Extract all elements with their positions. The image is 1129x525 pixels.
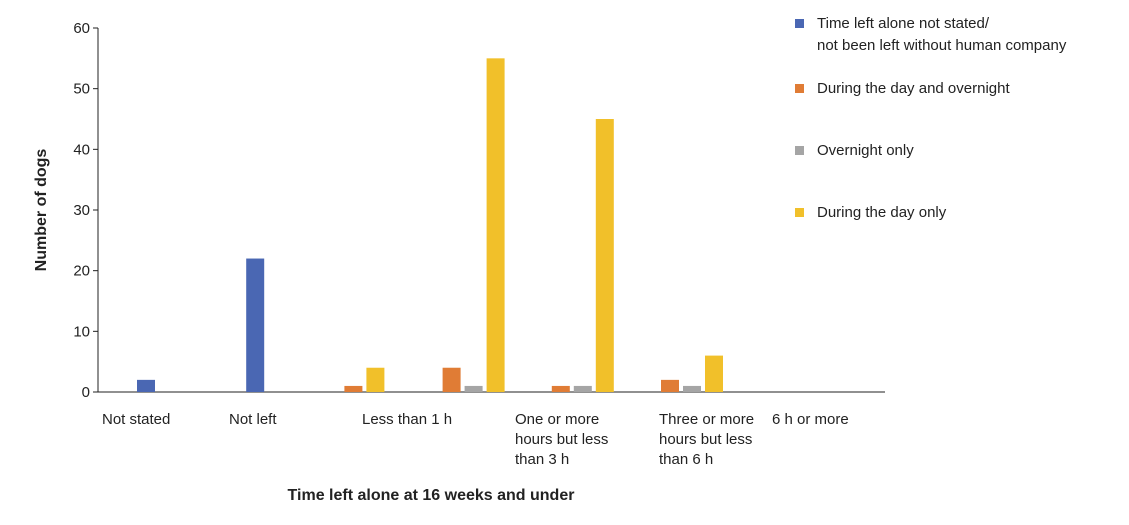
bar-2-3 (464, 385, 483, 392)
category-label: Not left (229, 411, 277, 428)
y-axis: 0 10 20 30 40 50 60 (73, 20, 99, 401)
y-tick-label: 50 (73, 81, 90, 98)
category-label: 6 h or more (772, 411, 849, 428)
y-tick-label: 60 (73, 20, 90, 37)
bar-0-0 (137, 379, 155, 392)
bar-3-5 (705, 355, 723, 392)
bar-1-4 (551, 385, 570, 392)
bar-1-5 (661, 379, 679, 392)
legend-label: During the day only (817, 204, 947, 221)
category-labels: Not stated Not left Less than 1 h One or mo… (102, 411, 849, 468)
y-tick-label: 10 (73, 323, 90, 340)
category-label: One or more (515, 411, 599, 428)
legend-label: Time left alone not stated/ (817, 15, 990, 32)
x-axis-title: Time left alone at 16 weeks and under (288, 487, 575, 504)
y-tick-label: 20 (73, 263, 90, 280)
bar-1-2 (344, 385, 363, 392)
category-label: Not stated (102, 411, 170, 428)
y-tick-label: 40 (73, 141, 90, 158)
legend-swatch (795, 146, 804, 155)
category-label: than 6 h (659, 451, 713, 468)
bar-3-2 (366, 367, 385, 392)
legend-label: Overnight only (817, 142, 914, 159)
y-axis-title: Number of dogs (33, 149, 50, 272)
bar-2-5 (683, 385, 701, 392)
category-label: than 3 h (515, 451, 569, 468)
legend: Time left alone not stated/not been left… (795, 15, 1067, 221)
y-tick-label: 30 (73, 202, 90, 219)
legend-label: not been left without human company (817, 37, 1067, 54)
legend-swatch (795, 19, 804, 28)
bar-3-4 (595, 119, 614, 392)
category-label: Less than 1 h (362, 411, 452, 428)
bar-2-4 (573, 385, 592, 392)
y-tick-label: 0 (82, 384, 90, 401)
category-label: hours but less (659, 431, 752, 448)
bar-3-3 (486, 58, 505, 392)
bar-0-1 (246, 258, 265, 392)
bar-1-3 (442, 367, 461, 392)
category-label: Three or more (659, 411, 754, 428)
bars (137, 58, 723, 392)
legend-label: During the day and overnight (817, 80, 1010, 97)
legend-swatch (795, 208, 804, 217)
legend-swatch (795, 84, 804, 93)
category-label: hours but less (515, 431, 608, 448)
